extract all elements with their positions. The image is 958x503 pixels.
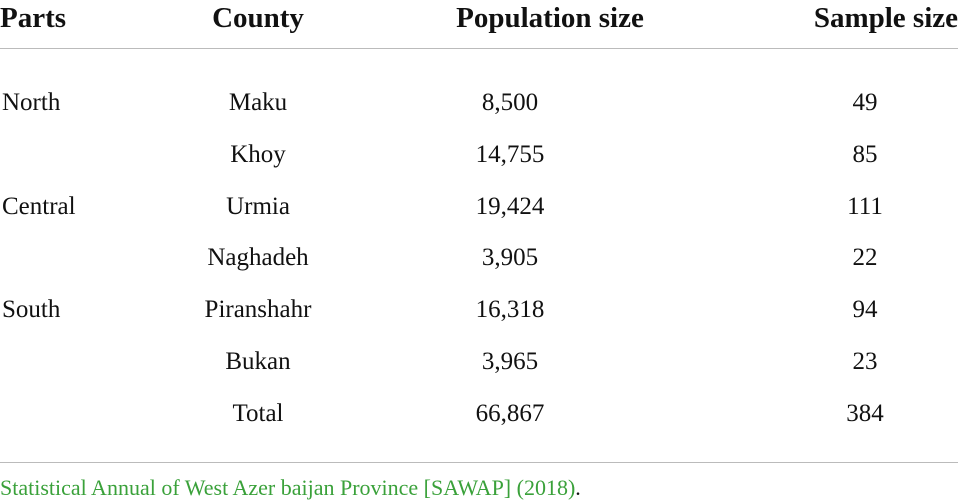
part-cell: North xyxy=(2,89,61,116)
county-cell: Piranshahr xyxy=(204,296,312,324)
population-cell: 19,424 xyxy=(475,192,545,220)
sample-cell: 111 xyxy=(847,192,883,220)
county-cell: Total xyxy=(232,399,284,427)
sample-cell: 94 xyxy=(852,296,878,324)
sample-cell: 85 xyxy=(852,140,878,168)
county-cell: Naghadeh xyxy=(207,244,309,272)
county-cell: Urmia xyxy=(226,192,290,220)
sample-cell: 384 xyxy=(846,399,884,427)
population-cell: 16,318 xyxy=(475,296,545,324)
column-header: County xyxy=(212,2,304,34)
population-cell: 3,905 xyxy=(481,244,539,272)
note-end: . xyxy=(575,475,581,500)
sample-cell: 22 xyxy=(852,244,878,272)
part-cell: Central xyxy=(2,192,76,220)
county-cell: Bukan xyxy=(225,348,291,375)
column-header: Population size xyxy=(456,2,644,34)
population-cell: 3,965 xyxy=(481,348,539,375)
column-header: Sample size xyxy=(813,2,958,34)
population-cell: 14,755 xyxy=(475,140,545,168)
population-cell: 8,500 xyxy=(481,89,539,116)
table-note: Statistical Annual of West Azer baijan P… xyxy=(0,474,581,502)
bottom-rule xyxy=(0,462,958,463)
population-cell: 66,867 xyxy=(475,399,545,427)
county-cell: Khoy xyxy=(230,140,286,168)
source-link[interactable]: Statistical Annual of West Azer baijan P… xyxy=(0,475,576,500)
part-cell: South xyxy=(2,296,61,324)
county-cell: Maku xyxy=(228,89,288,116)
sample-cell: 49 xyxy=(852,89,878,116)
column-header: Parts xyxy=(0,2,67,34)
header-rule xyxy=(0,48,958,49)
sample-cell: 23 xyxy=(852,348,878,375)
